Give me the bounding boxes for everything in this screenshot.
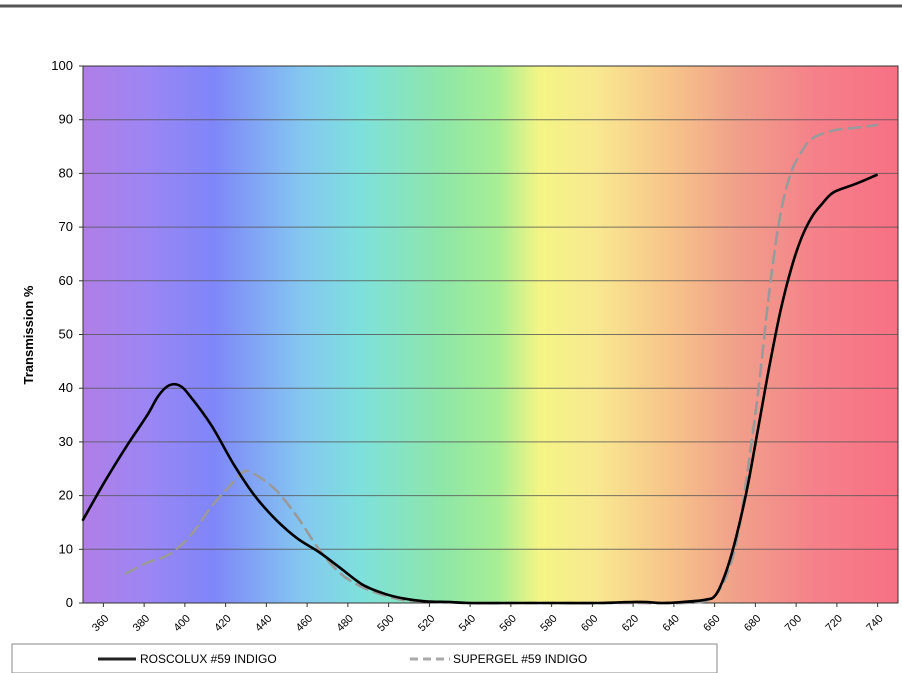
x-tick-label: 740 bbox=[864, 613, 885, 634]
x-tick-label: 700 bbox=[783, 613, 804, 634]
y-tick-label: 60 bbox=[59, 273, 73, 288]
x-tick-label: 360 bbox=[90, 613, 111, 634]
x-tick-label: 460 bbox=[294, 613, 315, 634]
gridlines bbox=[83, 119, 898, 550]
y-tick-label: 100 bbox=[51, 58, 73, 73]
x-tick-label: 660 bbox=[701, 613, 722, 634]
x-tick-label: 720 bbox=[824, 613, 845, 634]
y-tick-label: 20 bbox=[59, 488, 73, 503]
x-tick-label: 500 bbox=[375, 613, 396, 634]
y-tick-label: 90 bbox=[59, 112, 73, 127]
x-tick-label: 580 bbox=[538, 613, 559, 634]
y-tick-label: 40 bbox=[59, 380, 73, 395]
x-tick-label: 440 bbox=[253, 613, 274, 634]
x-tick-label: 620 bbox=[620, 613, 641, 634]
y-tick-label: 0 bbox=[66, 595, 73, 610]
y-tick-label: 50 bbox=[59, 327, 73, 342]
y-axis: 0 10 20 30 40 50 60 70 80 90 100 bbox=[51, 58, 83, 610]
y-tick-label: 10 bbox=[59, 541, 73, 556]
x-axis: 360 380 400 420 440 460 480 500 520 540 560 580 600 6… bbox=[90, 603, 886, 634]
series-line-roscolux bbox=[81, 173, 878, 605]
x-tick-label: 640 bbox=[661, 613, 682, 634]
x-tick-label: 680 bbox=[742, 613, 763, 634]
y-tick-label: 70 bbox=[59, 219, 73, 234]
x-tick-label: 560 bbox=[498, 613, 519, 634]
legend: ROSCOLUX #59 INDIGO SUPERGEL #59 INDIGO bbox=[11, 643, 718, 673]
x-tick-label: 400 bbox=[172, 613, 193, 634]
x-tick-label: 600 bbox=[579, 613, 600, 634]
x-tick-label: 520 bbox=[416, 613, 437, 634]
y-axis-label: Transmission % bbox=[21, 285, 36, 384]
x-tick-label: 380 bbox=[131, 613, 152, 634]
y-tick-label: 30 bbox=[59, 434, 73, 449]
legend-label-roscolux: ROSCOLUX #59 INDIGO bbox=[140, 652, 277, 666]
legend-label-supergel: SUPERGEL #59 INDIGO bbox=[453, 652, 587, 666]
x-tick-label: 540 bbox=[457, 613, 478, 634]
x-tick-label: 480 bbox=[335, 613, 356, 634]
y-tick-label: 80 bbox=[59, 165, 73, 180]
series-layer bbox=[81, 123, 878, 605]
x-tick-label: 420 bbox=[212, 613, 233, 634]
